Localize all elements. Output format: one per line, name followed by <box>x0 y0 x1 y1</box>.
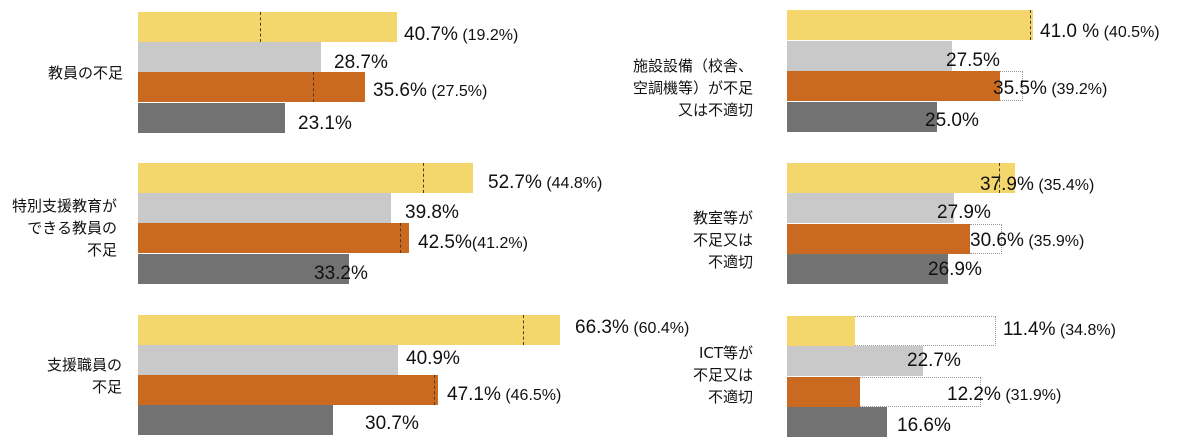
bar-g5-s1 <box>787 163 1015 193</box>
value-label: 52.7% (44.8%) <box>488 172 603 193</box>
bar-g2-s4 <box>138 254 349 284</box>
value-label: 11.4% (34.8%) <box>1003 319 1116 340</box>
bar-g6-s3 <box>787 377 860 407</box>
value-label: 41.0 % (40.5%) <box>1040 21 1160 42</box>
value-label: 30.6% (35.9%) <box>970 230 1085 251</box>
value-label: 42.5%(41.2%) <box>418 232 528 253</box>
category-label-facilities-inadequate: 施設設備（校舎、 空調機等）が不足 又は不適切 <box>632 57 753 119</box>
category-label-teacher-shortage: 教員の不足 <box>47 64 123 82</box>
reference-outline <box>860 377 981 407</box>
reference-marker <box>999 163 1000 193</box>
bar-g3-s2 <box>138 345 398 375</box>
reference-outline <box>970 224 1002 254</box>
reference-marker <box>523 315 524 345</box>
bar-g6-s2 <box>787 346 923 376</box>
bar-g5-s3 <box>787 224 970 254</box>
bar-g6-s1 <box>787 316 855 346</box>
value-label: 26.9% <box>928 259 982 280</box>
bar-g3-s3 <box>138 375 438 405</box>
value-label: 47.1% (46.5%) <box>447 384 562 405</box>
value-label: 27.5% <box>946 50 1000 71</box>
value-label: 35.5% (39.2%) <box>993 78 1108 99</box>
value-label: 66.3% (60.4%) <box>575 317 690 338</box>
bar-g4-s3 <box>787 71 1000 101</box>
value-label: 37.9% (35.4%) <box>980 174 1095 195</box>
value-label: 28.7% <box>334 52 388 73</box>
value-label: 40.9% <box>406 348 460 369</box>
bar-g6-s4 <box>787 407 887 437</box>
value-label: 25.0% <box>925 110 979 131</box>
bar-g5-s4 <box>787 254 948 284</box>
value-label: 39.8% <box>405 202 459 223</box>
bar-g3-s1 <box>138 315 560 345</box>
value-label: 16.6% <box>897 415 951 436</box>
category-label-classrooms-inadequate: 教室等が 不足又は 不適切 <box>692 209 753 271</box>
reference-marker <box>434 375 435 405</box>
value-label: 33.2% <box>314 263 368 284</box>
value-label: 22.7% <box>907 350 961 371</box>
bar-g4-s1 <box>787 10 1033 40</box>
category-label-support-staff-shortage: 支援職員の 不足 <box>46 356 122 396</box>
value-label: 23.1% <box>298 113 352 134</box>
value-label: 12.2% (31.9%) <box>947 384 1062 405</box>
bar-g1-s4 <box>138 103 285 133</box>
value-label: 40.7% (19.2%) <box>404 24 519 45</box>
value-label: 27.9% <box>937 202 991 223</box>
bar-g2-s1 <box>138 163 473 193</box>
reference-marker <box>423 163 424 193</box>
value-label: 30.7% <box>365 413 419 434</box>
reference-marker <box>260 12 261 42</box>
bar-g2-s2 <box>138 193 391 223</box>
bar-g1-s1 <box>138 12 397 42</box>
bar-g1-s3 <box>138 72 365 102</box>
category-label-special-needs-teacher-shortage: 特別支援教育が できる教員の 不足 <box>11 197 117 259</box>
bar-g5-s2 <box>787 193 954 223</box>
bar-g2-s3 <box>138 223 409 253</box>
reference-outline <box>855 316 996 346</box>
reference-outline <box>1000 71 1023 101</box>
bar-g4-s4 <box>787 102 937 132</box>
reference-marker <box>313 72 314 102</box>
category-label-ict-inadequate: ICT等が 不足又は 不適切 <box>692 344 753 406</box>
reference-marker <box>1030 10 1031 40</box>
bar-g4-s2 <box>787 41 952 71</box>
value-label: 35.6% (27.5%) <box>373 80 488 101</box>
bar-g1-s2 <box>138 42 321 72</box>
reference-marker <box>400 223 401 253</box>
bar-g3-s4 <box>138 405 333 435</box>
